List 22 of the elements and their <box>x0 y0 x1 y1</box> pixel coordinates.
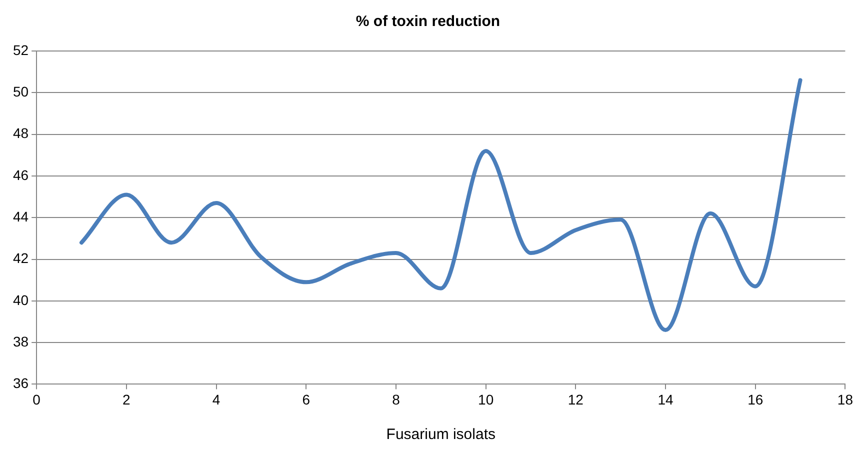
x-tick-label: 12 <box>568 391 584 408</box>
x-tick-label: 8 <box>392 391 400 408</box>
y-tick-label: 36 <box>12 375 29 392</box>
y-tick-label: 52 <box>12 42 29 58</box>
x-tick-label: 0 <box>32 391 41 408</box>
y-tick-label: 48 <box>12 125 29 142</box>
y-tick-label: 46 <box>12 166 29 183</box>
x-tick-label: 4 <box>212 391 220 408</box>
y-tick-label: 38 <box>12 333 29 350</box>
x-tick-label: 18 <box>837 391 854 408</box>
x-tick-label: 6 <box>302 391 310 408</box>
y-tick-label: 40 <box>12 292 29 308</box>
line-series <box>79 78 802 332</box>
y-tick-label: 44 <box>12 208 29 224</box>
x-tick-label: 10 <box>478 391 494 408</box>
x-tick-label: 16 <box>748 391 764 408</box>
x-tick-label: 14 <box>658 391 674 408</box>
chart-title: % of toxin reduction <box>356 13 500 30</box>
x-tick-label: 2 <box>122 391 131 408</box>
y-tick-label: 42 <box>12 250 29 266</box>
y-tick-label: 50 <box>12 84 29 100</box>
x-axis-title: Fusarium isolats <box>386 426 496 444</box>
